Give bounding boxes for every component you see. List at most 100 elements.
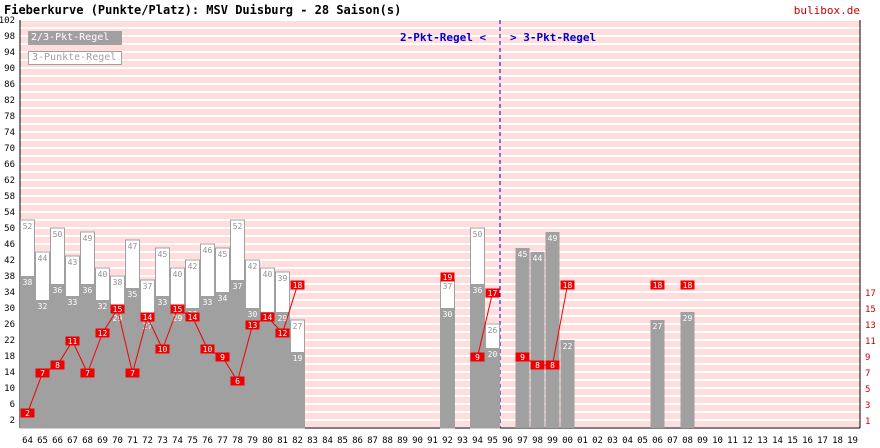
place-marker xyxy=(65,336,80,346)
bar-23pkt-label: 35 xyxy=(128,290,138,299)
place-label: 18 xyxy=(683,281,693,290)
bar-3pkt-label: 26 xyxy=(488,326,498,335)
y-tick-left: 86 xyxy=(4,80,15,90)
bar-23pkt-label: 33 xyxy=(68,298,78,307)
place-marker xyxy=(140,312,155,322)
place-label: 9 xyxy=(475,353,480,362)
bar-23pkt-label: 34 xyxy=(218,294,228,303)
grid-stripe xyxy=(20,109,860,115)
place-label: 11 xyxy=(68,337,78,346)
bar-3pkt-label: 39 xyxy=(278,274,288,283)
bar-23pkt xyxy=(200,296,215,428)
x-tick: 00 xyxy=(562,436,573,446)
place-connector xyxy=(162,308,178,350)
bar-23pkt-label: 32 xyxy=(38,302,48,311)
x-tick: 19 xyxy=(847,436,858,446)
grid-stripe xyxy=(20,189,860,195)
bar-23pkt xyxy=(560,340,575,428)
grid-stripe xyxy=(20,125,860,131)
bar-23pkt-label: 33 xyxy=(158,298,168,307)
place-marker xyxy=(95,328,110,338)
bar-23pkt-label: 44 xyxy=(533,254,543,263)
grid-stripe xyxy=(20,117,860,123)
x-tick: 80 xyxy=(262,436,273,446)
bar-23pkt xyxy=(680,312,695,428)
place-label: 7 xyxy=(85,369,90,378)
y-tick-right: 9 xyxy=(865,353,870,363)
y-tick-left: 46 xyxy=(4,240,15,250)
y-tick-right: 17 xyxy=(865,289,876,299)
place-label: 10 xyxy=(158,345,168,354)
y-tick-left: 30 xyxy=(4,304,15,314)
x-tick: 77 xyxy=(217,436,228,446)
bar-23pkt-label: 32 xyxy=(98,302,108,311)
y-tick-left: 18 xyxy=(4,352,15,362)
place-label: 8 xyxy=(550,361,555,370)
bar-23pkt-label: 33 xyxy=(203,298,213,307)
x-tick: 82 xyxy=(292,436,303,446)
place-marker xyxy=(230,376,245,386)
y-tick-left: 42 xyxy=(4,256,15,266)
place-connector xyxy=(282,284,298,334)
grid-stripe xyxy=(20,149,860,155)
legend-3-pkt: 3-Punkte-Regel xyxy=(28,51,122,65)
legend-23-pkt: 2/3-Pkt-Regel xyxy=(28,31,122,45)
place-label: 17 xyxy=(488,289,498,298)
site-link[interactable]: bulibox.de xyxy=(793,4,860,17)
place-label: 9 xyxy=(520,353,525,362)
grid-stripe xyxy=(20,133,860,139)
x-tick: 99 xyxy=(547,436,558,446)
x-tick: 75 xyxy=(187,436,198,446)
x-tick: 04 xyxy=(622,436,633,446)
bar-23pkt-label: 22 xyxy=(563,342,573,351)
place-label: 7 xyxy=(130,369,135,378)
bar-3pkt-label: 46 xyxy=(203,246,213,255)
bar-23pkt xyxy=(140,320,155,428)
rule-label-right: > 3-Pkt-Regel xyxy=(510,31,597,44)
x-tick: 88 xyxy=(382,436,393,446)
bar-23pkt-label: 45 xyxy=(518,250,528,259)
bar-23pkt xyxy=(260,312,275,428)
x-tick: 70 xyxy=(112,436,123,446)
bar-3pkt-label: 42 xyxy=(188,262,198,271)
x-tick: 81 xyxy=(277,436,288,446)
y-tick-left: 38 xyxy=(4,272,15,282)
grid-stripe xyxy=(20,181,860,187)
place-marker xyxy=(200,344,215,354)
bar-23pkt-label: 38 xyxy=(23,278,33,287)
grid-stripe xyxy=(20,245,860,251)
bar-3pkt-label: 45 xyxy=(158,250,168,259)
place-marker xyxy=(530,360,545,370)
bar-3pkt-label: 52 xyxy=(23,222,33,231)
y-tick-left: 10 xyxy=(4,384,15,394)
grid-stripe xyxy=(20,93,860,99)
x-tick: 84 xyxy=(322,436,333,446)
place-marker xyxy=(440,272,455,282)
grid-stripe xyxy=(20,21,860,27)
place-connector xyxy=(477,292,493,358)
x-tick: 10 xyxy=(712,436,723,446)
place-label: 19 xyxy=(443,273,453,282)
bar-23pkt xyxy=(20,276,35,428)
bar-3pkt-label: 50 xyxy=(53,230,63,239)
x-tick: 79 xyxy=(247,436,258,446)
y-tick-left: 50 xyxy=(4,224,15,234)
grid-stripe xyxy=(20,77,860,83)
bar-3pkt-label: 45 xyxy=(218,250,228,259)
bar-23pkt-label: 37 xyxy=(233,282,243,291)
place-label: 14 xyxy=(263,313,273,322)
y-tick-left: 22 xyxy=(4,336,15,346)
bar-23pkt-label: 27 xyxy=(653,322,663,331)
grid-stripe xyxy=(20,69,860,75)
place-connector xyxy=(552,284,568,366)
bar-23pkt xyxy=(80,284,95,428)
place-connector xyxy=(237,324,253,382)
bar-23pkt xyxy=(35,300,50,428)
place-marker xyxy=(260,312,275,322)
grid-stripe xyxy=(20,213,860,219)
bar-23pkt-label: 29 xyxy=(683,314,693,323)
bar-3pkt-label: 43 xyxy=(68,258,78,267)
x-tick: 93 xyxy=(457,436,468,446)
y-tick-right: 15 xyxy=(865,305,876,315)
place-label: 12 xyxy=(278,329,288,338)
